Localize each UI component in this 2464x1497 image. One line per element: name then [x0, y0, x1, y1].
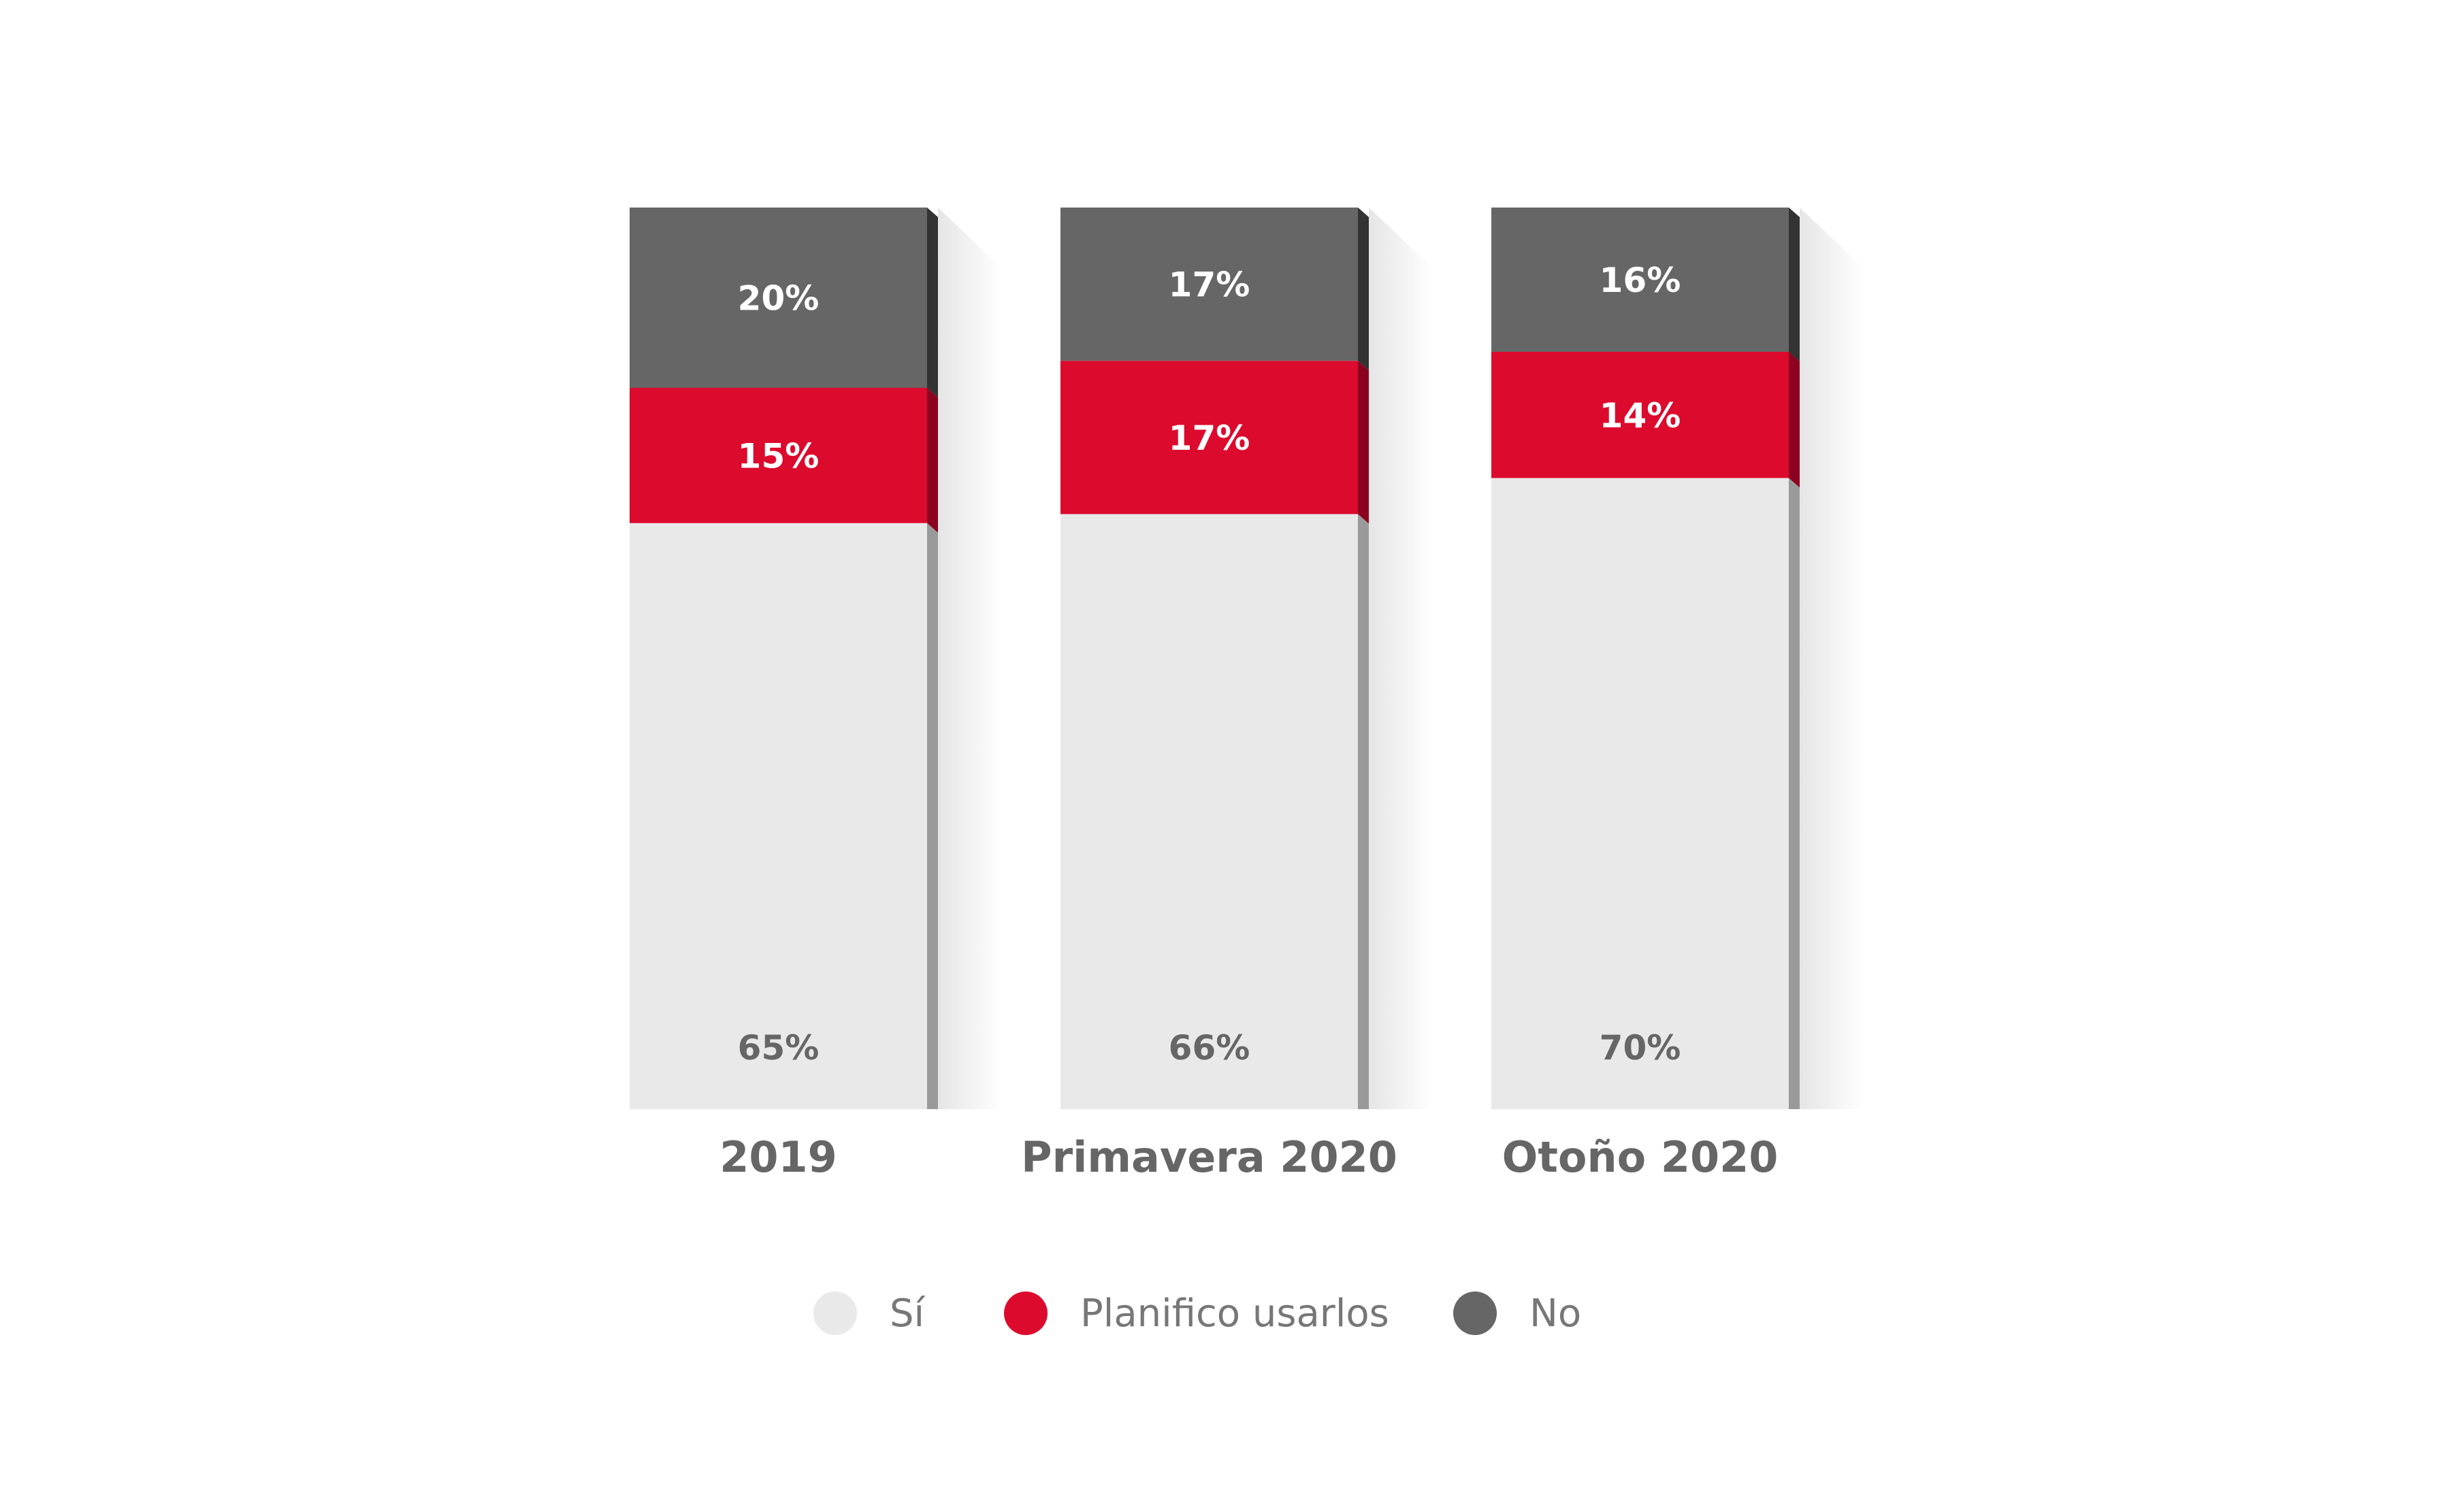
- bar-group: 66% 17% 17% Primavera 2020: [1021, 208, 1433, 1182]
- bar-shadow: [938, 208, 1003, 1109]
- data-label: 65%: [738, 1028, 820, 1068]
- data-label: 14%: [1600, 396, 1681, 435]
- bar-segment-side: [927, 388, 938, 533]
- data-label: 17%: [1169, 265, 1250, 305]
- bar-shadow: [1800, 208, 1864, 1109]
- legend-label: No: [1529, 1291, 1582, 1336]
- legend-item: No: [1453, 1272, 1581, 1354]
- legend-swatch: [1453, 1292, 1497, 1335]
- data-label: 17%: [1169, 418, 1250, 458]
- legend-swatch: [813, 1292, 857, 1335]
- category-label: Otoño 2020: [1502, 1132, 1779, 1182]
- data-label: 66%: [1169, 1028, 1250, 1068]
- bar-segment-side: [1789, 208, 1800, 361]
- bar-segment-side: [1789, 352, 1800, 488]
- bar-group: 65% 15% 20% 2019: [630, 208, 1003, 1182]
- bar-segment: [1060, 361, 1358, 514]
- bar-segment-side: [1358, 208, 1369, 371]
- bar-segment: [630, 208, 927, 388]
- bar-segment: [1491, 478, 1789, 1109]
- legend-item: Sí: [813, 1272, 924, 1354]
- bar-segment: [630, 388, 927, 523]
- category-label: Primavera 2020: [1021, 1132, 1397, 1182]
- data-label: 70%: [1600, 1028, 1681, 1068]
- bar-segment-side: [927, 208, 938, 397]
- bar-segment-side: [1789, 478, 1800, 1109]
- bar-segment: [1060, 208, 1358, 361]
- bar-segment-side: [1358, 514, 1369, 1109]
- bar-segment: [630, 523, 927, 1109]
- bar-group: 70% 14% 16% Otoño 2020: [1491, 208, 1864, 1182]
- bar-segment-side: [1358, 361, 1369, 524]
- legend-label: Planifico usarlos: [1080, 1291, 1389, 1336]
- data-label: 20%: [738, 279, 820, 318]
- bar-shadow: [1369, 208, 1433, 1109]
- bar-segment: [1491, 352, 1789, 478]
- bar-segment-side: [927, 523, 938, 1109]
- legend-item: Planifico usarlos: [1004, 1272, 1389, 1354]
- bar-segment: [1491, 208, 1789, 352]
- data-label: 16%: [1600, 261, 1681, 300]
- legend-swatch: [1004, 1292, 1048, 1335]
- legend-label: Sí: [890, 1291, 925, 1336]
- bar-segment: [1060, 514, 1358, 1109]
- data-label: 15%: [738, 436, 820, 476]
- category-label: 2019: [719, 1132, 837, 1182]
- legend: Sí Planifico usarlos No: [0, 1272, 2464, 1354]
